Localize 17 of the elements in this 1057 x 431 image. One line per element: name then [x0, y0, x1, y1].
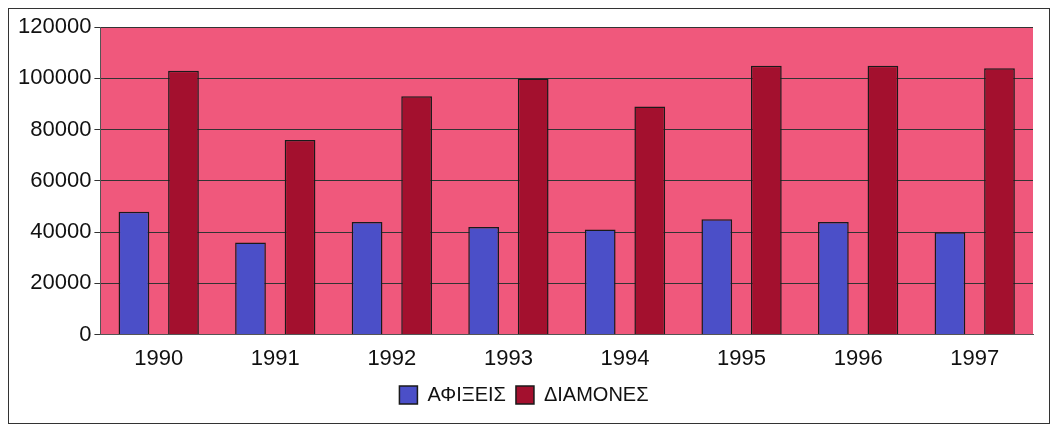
y-tick-label: 20000 — [30, 269, 92, 295]
x-tick-label: 1992 — [367, 344, 417, 370]
y-tick-label: 40000 — [30, 218, 92, 244]
y-tick-label: 80000 — [30, 115, 92, 141]
legend-label: ΔΙΑΜΟΝΕΣ — [543, 382, 649, 405]
x-tick-label: 1997 — [950, 344, 1000, 370]
y-tick-label: 60000 — [30, 166, 92, 192]
x-tick-label: 1993 — [483, 344, 533, 370]
x-tick-label: 1996 — [833, 344, 883, 370]
y-tick-label: 120000 — [17, 13, 92, 39]
x-tick-label: 1994 — [600, 344, 650, 370]
x-tick-label: 1991 — [250, 344, 300, 370]
legend-label: ΑΦΙΞΕΙΣ — [427, 382, 506, 405]
x-tick-label: 1995 — [717, 344, 767, 370]
x-tick-label: 1990 — [134, 344, 184, 370]
y-tick-label: 100000 — [17, 64, 92, 90]
y-tick-label: 0 — [79, 320, 92, 346]
